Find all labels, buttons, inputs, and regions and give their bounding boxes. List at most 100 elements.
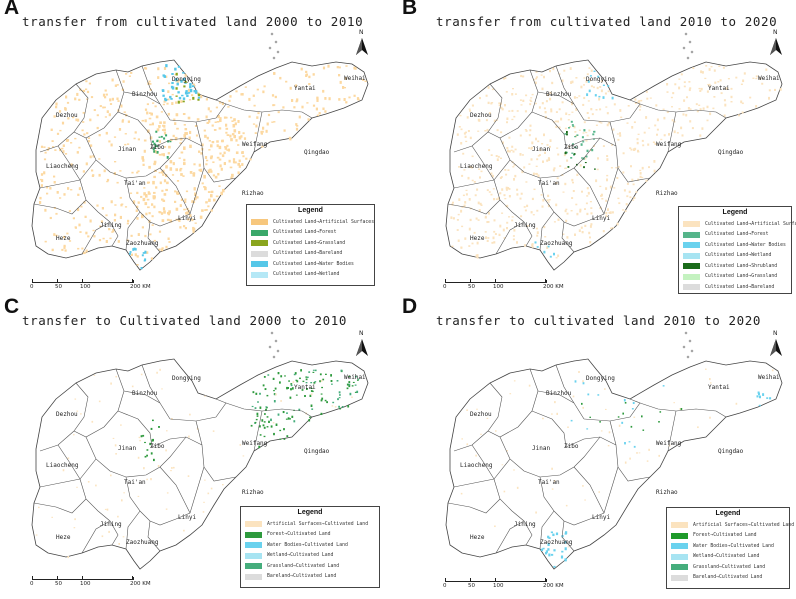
legend: Legend Cultivated Land→Artificial Surfac… xyxy=(678,206,796,294)
land-change-pixel xyxy=(183,85,186,88)
land-change-pixel xyxy=(670,96,673,99)
land-change-pixel xyxy=(87,481,90,483)
land-change-pixel xyxy=(451,203,454,206)
land-change-pixel xyxy=(779,88,782,91)
land-change-pixel xyxy=(347,405,350,408)
scale-tick xyxy=(82,576,83,580)
land-change-pixel xyxy=(354,391,357,393)
city-label: Yantai xyxy=(294,384,316,391)
land-change-pixel xyxy=(536,246,539,248)
land-change-pixel xyxy=(166,430,168,432)
land-change-pixel xyxy=(730,87,733,90)
land-change-pixel xyxy=(206,159,209,162)
land-change-pixel xyxy=(537,155,540,157)
land-change-pixel xyxy=(184,198,187,201)
land-change-pixel xyxy=(171,93,174,96)
land-change-pixel xyxy=(634,102,637,105)
land-change-pixel xyxy=(213,198,216,202)
land-change-pixel xyxy=(117,515,119,518)
land-change-pixel xyxy=(165,245,168,249)
land-change-pixel xyxy=(294,84,297,88)
city-boundary xyxy=(531,410,567,448)
land-change-pixel xyxy=(222,188,225,193)
land-change-pixel xyxy=(113,136,117,138)
land-change-pixel xyxy=(178,79,181,82)
land-change-pixel xyxy=(301,105,304,109)
land-change-pixel xyxy=(187,92,191,94)
land-change-pixel xyxy=(564,133,567,135)
land-change-pixel xyxy=(588,89,591,93)
land-change-pixel xyxy=(584,162,587,164)
city-label: Zaozhuang xyxy=(540,240,573,247)
land-change-pixel xyxy=(468,245,471,247)
land-change-pixel xyxy=(566,236,569,239)
city-boundary xyxy=(495,520,525,554)
land-change-pixel xyxy=(165,165,168,169)
land-change-pixel xyxy=(266,122,269,126)
land-change-pixel xyxy=(308,371,311,373)
land-change-pixel xyxy=(531,243,534,246)
land-change-pixel xyxy=(600,81,603,83)
land-change-pixel xyxy=(291,387,294,390)
island xyxy=(686,355,690,359)
land-change-pixel xyxy=(206,121,210,124)
land-change-pixel xyxy=(320,399,323,402)
land-change-pixel xyxy=(660,138,663,141)
land-change-pixel xyxy=(214,175,218,179)
legend-item: Forest→Cultivated Land xyxy=(241,530,379,541)
land-change-pixel xyxy=(555,111,558,113)
land-change-pixel xyxy=(158,230,162,233)
land-change-pixel xyxy=(688,88,691,92)
land-change-pixel xyxy=(630,425,633,428)
land-change-pixel xyxy=(237,120,240,123)
land-change-pixel xyxy=(678,108,681,110)
land-change-pixel xyxy=(238,131,241,134)
land-change-pixel xyxy=(607,85,610,87)
land-change-pixel xyxy=(91,420,94,423)
land-change-pixel xyxy=(151,224,154,226)
land-change-pixel xyxy=(555,203,558,207)
land-change-pixel xyxy=(336,380,339,382)
land-change-pixel xyxy=(478,168,481,170)
land-change-pixel xyxy=(498,102,501,105)
land-change-pixel xyxy=(486,221,489,224)
land-change-pixel xyxy=(637,149,639,153)
land-change-pixel xyxy=(766,397,769,399)
city-label: Zaozhuang xyxy=(126,539,159,546)
land-change-pixel xyxy=(158,248,161,251)
land-change-pixel xyxy=(244,86,247,88)
land-change-pixel xyxy=(233,118,236,122)
land-change-pixel xyxy=(121,499,123,502)
land-change-pixel xyxy=(705,65,708,67)
land-change-pixel xyxy=(189,130,192,134)
land-change-pixel xyxy=(56,191,59,194)
city-label: Binzhou xyxy=(546,91,572,98)
land-change-pixel xyxy=(295,123,298,126)
island xyxy=(274,339,278,343)
land-change-pixel xyxy=(118,128,122,131)
land-change-pixel xyxy=(508,195,511,198)
city-label: Tai'an xyxy=(538,180,560,187)
land-change-pixel xyxy=(549,255,552,258)
land-change-pixel xyxy=(237,171,240,175)
land-change-pixel xyxy=(743,72,746,75)
land-change-pixel xyxy=(175,101,178,104)
land-change-pixel xyxy=(582,103,585,106)
city-boundary xyxy=(447,199,501,215)
land-change-pixel xyxy=(258,445,261,449)
land-change-pixel xyxy=(503,194,506,197)
land-change-pixel xyxy=(689,108,692,110)
land-change-pixel xyxy=(158,153,162,156)
land-change-pixel xyxy=(263,426,266,429)
land-change-pixel xyxy=(528,147,531,149)
land-change-pixel xyxy=(465,131,467,134)
land-change-pixel xyxy=(543,226,546,229)
land-change-pixel xyxy=(172,162,175,166)
land-change-pixel xyxy=(156,139,159,142)
land-change-pixel xyxy=(90,144,93,147)
land-change-pixel xyxy=(519,99,522,101)
island xyxy=(274,40,278,44)
land-change-pixel xyxy=(499,224,502,228)
land-change-pixel xyxy=(176,81,180,83)
land-change-pixel xyxy=(93,235,96,238)
